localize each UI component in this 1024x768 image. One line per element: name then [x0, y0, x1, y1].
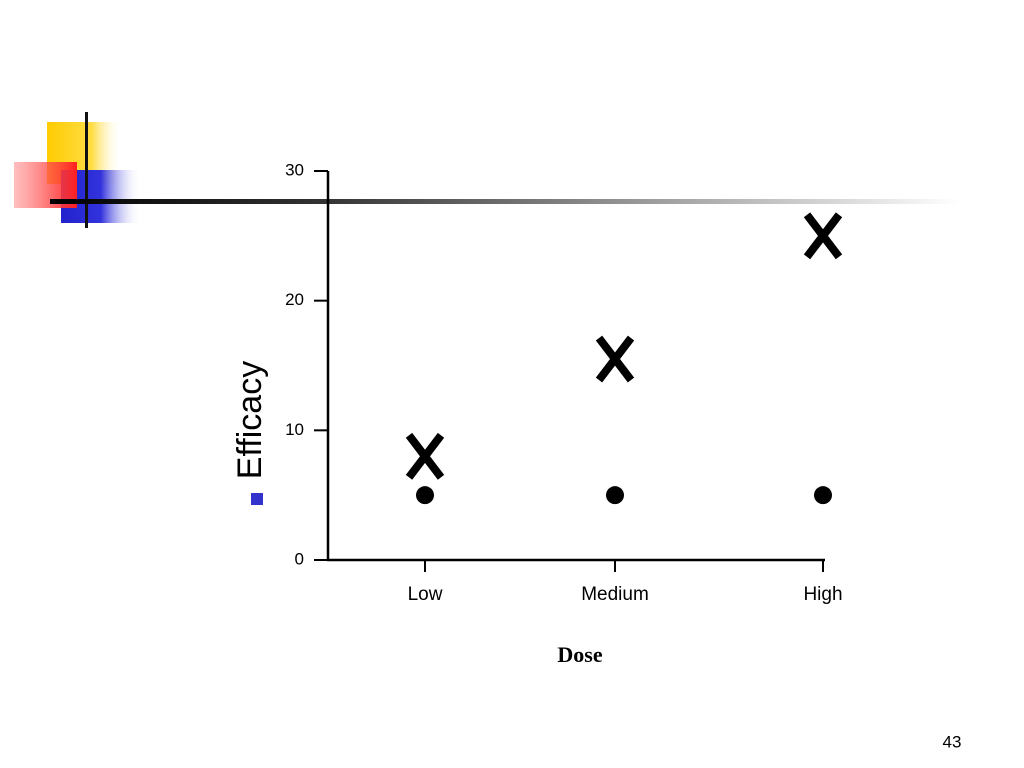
page-number: 43: [943, 732, 962, 751]
x-tick-label: High: [803, 584, 842, 605]
x-marker: [803, 212, 843, 260]
y-tick-label: 30: [285, 160, 304, 179]
x-marker: [405, 432, 445, 480]
y-tick-label: 0: [295, 549, 304, 568]
dot-marker: [606, 486, 624, 505]
x-marker: [595, 335, 635, 383]
dot-marker: [814, 486, 832, 505]
dot-marker: [416, 486, 434, 505]
x-tick-label: Low: [408, 584, 443, 605]
y-axis-label: Efficacy: [231, 361, 269, 479]
slide-logo: [14, 112, 960, 228]
bullet: [251, 493, 263, 505]
x-axis-label: Dose: [557, 642, 602, 667]
y-tick-label: 10: [285, 420, 304, 439]
x-tick-label: Medium: [581, 584, 649, 605]
y-tick-label: 20: [285, 290, 304, 309]
axes: [326, 171, 825, 562]
